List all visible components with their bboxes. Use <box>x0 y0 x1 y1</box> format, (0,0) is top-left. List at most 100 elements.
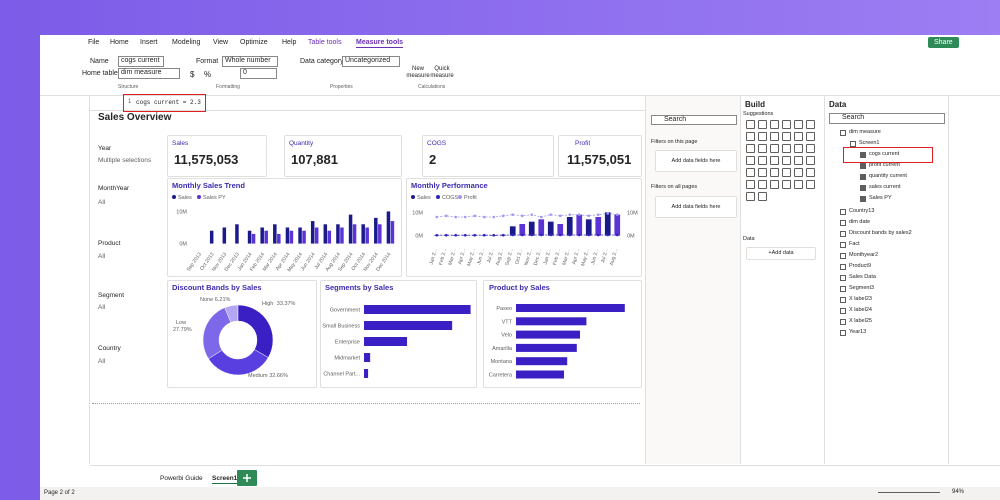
formula-text[interactable]: cogs current = 2.3 <box>136 99 201 106</box>
decimals-input[interactable]: 0 <box>240 68 277 79</box>
group-label: Formatting <box>216 84 240 90</box>
tree-item[interactable]: Segment3 <box>849 285 875 291</box>
tree-item[interactable]: Country13 <box>849 208 875 214</box>
ribbon-tab[interactable]: Insert <box>140 39 158 46</box>
visual-type-icon[interactable] <box>746 180 755 189</box>
tree-item[interactable]: Sales Data <box>849 274 876 280</box>
slicer-dropdown[interactable]: All <box>98 304 106 311</box>
add-page-button[interactable] <box>237 470 257 486</box>
filter-drop[interactable]: Add data fields here <box>655 196 737 218</box>
visual-type-icon[interactable] <box>770 168 779 177</box>
tree-item[interactable]: dim measure <box>849 129 881 135</box>
visual-type-icon[interactable] <box>758 132 767 141</box>
visual-type-icon[interactable] <box>758 144 767 153</box>
visual-type-icon[interactable] <box>782 156 791 165</box>
visual-type-icon[interactable] <box>770 156 779 165</box>
ribbon-tab[interactable]: View <box>213 39 229 46</box>
visual-type-icon[interactable] <box>806 156 815 165</box>
slicer-dropdown[interactable]: All <box>98 358 106 365</box>
slicer-dropdown[interactable]: All <box>98 199 106 206</box>
tree-item[interactable]: Sales PY <box>869 195 892 201</box>
share-button[interactable]: Share <box>928 37 959 48</box>
ribbon-tab[interactable]: Modeling <box>172 39 201 46</box>
ribbon-tab[interactable]: Optimize <box>240 39 268 46</box>
zoom-level[interactable]: 94% <box>952 489 965 495</box>
slicer-label: Year <box>98 145 112 152</box>
quick-measure-button[interactable]: Quick measure <box>430 66 454 79</box>
data-category-label: Data category <box>300 58 344 65</box>
visual-type-icon[interactable] <box>806 168 815 177</box>
visual-type-icon[interactable] <box>782 132 791 141</box>
tree-item[interactable]: sales current <box>869 184 901 190</box>
tree-item[interactable]: Monthyear2 <box>849 252 879 258</box>
ribbon-tab[interactable]: File <box>88 39 100 46</box>
visual-type-icon[interactable] <box>746 144 755 153</box>
tree-item[interactable]: quantity current <box>869 173 907 179</box>
ribbon-tab[interactable]: Measure tools <box>356 39 404 49</box>
format-select[interactable]: Whole number <box>222 56 278 67</box>
tree-icon <box>840 264 846 270</box>
tree-item[interactable]: dim date <box>849 219 871 225</box>
tree-item[interactable]: Screen1 <box>859 140 880 146</box>
data-search[interactable]: Search <box>829 113 945 124</box>
add-data-button[interactable]: +Add data <box>746 247 816 260</box>
home-table-select[interactable]: dim measure <box>118 68 180 79</box>
tree-item[interactable]: X label25 <box>849 318 872 324</box>
tree-item[interactable]: profit current <box>869 162 900 168</box>
currency-button[interactable]: $ <box>190 70 195 79</box>
visual-type-icon[interactable] <box>782 168 791 177</box>
tree-item[interactable]: X label23 <box>849 296 872 302</box>
data-category-select[interactable]: Uncategorized <box>342 56 400 67</box>
visual-type-icon[interactable] <box>782 180 791 189</box>
visual-type-icon[interactable] <box>758 180 767 189</box>
filter-search[interactable]: Search <box>651 115 737 125</box>
visual-type-icon[interactable] <box>794 180 803 189</box>
visual-type-icon[interactable] <box>746 132 755 141</box>
slicer-dropdown[interactable]: All <box>98 253 106 260</box>
visual-type-icon[interactable] <box>758 156 767 165</box>
visual-type-icon[interactable] <box>794 120 803 129</box>
visual-type-icon[interactable] <box>758 192 767 201</box>
ribbon-tab[interactable]: Home <box>110 39 129 46</box>
percent-button[interactable]: % <box>204 70 212 79</box>
visual-type-icon[interactable] <box>746 156 755 165</box>
zoom-slider[interactable] <box>878 492 940 493</box>
visual-type-icon[interactable] <box>746 192 755 201</box>
tree-item[interactable]: Product9 <box>849 263 872 269</box>
tree-icon <box>860 196 866 202</box>
visual-type-icon[interactable] <box>794 168 803 177</box>
tree-item[interactable]: Year13 <box>849 329 867 335</box>
visual-type-icon[interactable] <box>806 132 815 141</box>
page-tab[interactable]: Powerbi Guide <box>160 475 203 482</box>
tree-icon <box>840 242 846 248</box>
filter-drop[interactable]: Add data fields here <box>655 150 737 172</box>
visual-type-icon[interactable] <box>806 144 815 153</box>
visual-type-icon[interactable] <box>806 180 815 189</box>
tree-item[interactable]: Discount bands by sales2 <box>849 230 912 236</box>
visual-type-icon[interactable] <box>758 120 767 129</box>
visual-type-icon[interactable] <box>746 168 755 177</box>
visual-type-icon[interactable] <box>770 120 779 129</box>
visual-type-icon[interactable] <box>770 144 779 153</box>
slicer-dropdown[interactable]: Multiple selections <box>98 157 152 164</box>
visual-type-icon[interactable] <box>770 132 779 141</box>
visual-type-icon[interactable] <box>794 132 803 141</box>
visual-type-icon[interactable] <box>770 180 779 189</box>
ribbon-tab[interactable]: Help <box>282 39 297 46</box>
visual-type-icon[interactable] <box>806 120 815 129</box>
visual-type-icon[interactable] <box>794 144 803 153</box>
tree-item[interactable]: X label24 <box>849 307 872 313</box>
ribbon-tab[interactable]: Table tools <box>308 39 342 46</box>
visual-type-icon[interactable] <box>794 156 803 165</box>
page-tab[interactable]: Screen1 <box>212 475 238 484</box>
visual-type-icon[interactable] <box>758 168 767 177</box>
tree-item[interactable]: cogs current <box>869 151 900 157</box>
tree-item[interactable]: Fact <box>849 241 860 247</box>
kpi-label: Sales <box>172 140 189 147</box>
name-input[interactable]: cogs current <box>118 56 164 67</box>
visual-type-icon[interactable] <box>782 144 791 153</box>
visual-type-icon[interactable] <box>746 120 755 129</box>
kpi-card <box>284 135 402 177</box>
new-measure-button[interactable]: New measure <box>406 66 430 79</box>
visual-type-icon[interactable] <box>782 120 791 129</box>
